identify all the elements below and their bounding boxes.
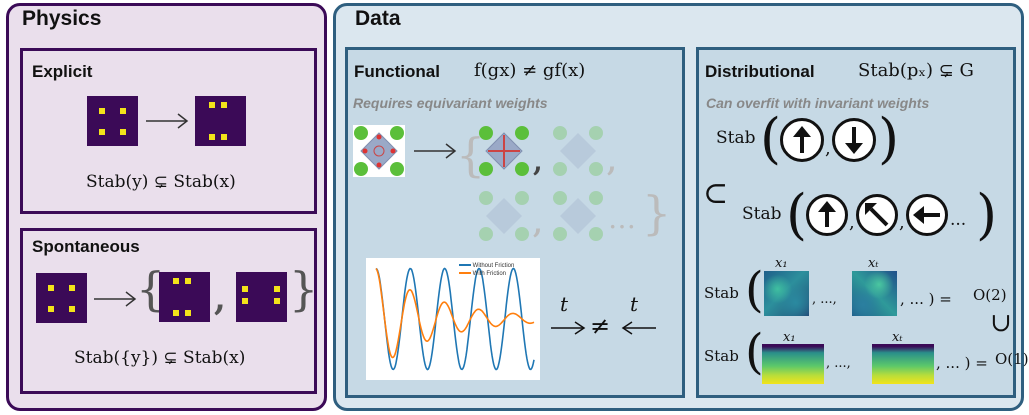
not-equal-sign: ≠ bbox=[590, 312, 611, 340]
spontaneous-arrow bbox=[94, 291, 137, 307]
comma-ellipsis-row3: , ..., bbox=[812, 292, 837, 307]
label-xt-row3: xₜ bbox=[868, 256, 879, 271]
functional-title: Functional bbox=[354, 62, 440, 81]
stab-label-3: Stab bbox=[704, 284, 739, 302]
stab-label-4: Stab bbox=[704, 347, 739, 365]
explicit-square-before bbox=[87, 96, 138, 146]
forward-arrow bbox=[551, 321, 586, 335]
crystal-structure-faded-1 bbox=[552, 125, 604, 177]
functional-comma-3: , bbox=[533, 207, 543, 240]
crystal-structure-faded-3 bbox=[552, 190, 604, 242]
functional-brace-right: } bbox=[642, 186, 672, 240]
paren-open-3: ( bbox=[745, 262, 764, 318]
comma-ellipsis-row4: , ..., bbox=[826, 356, 851, 371]
ellipsis-row-2: ... bbox=[950, 210, 967, 230]
comma-2: , bbox=[849, 212, 855, 233]
o2-label: O(2) bbox=[973, 286, 1007, 304]
functional-arrow bbox=[414, 143, 457, 159]
crystal-structure-faded-2 bbox=[478, 190, 530, 242]
paren-close-2: ) bbox=[976, 183, 998, 246]
turbulence-field-x1 bbox=[764, 271, 809, 316]
label-x1-row3: x₁ bbox=[775, 256, 788, 271]
left-arrow-icon bbox=[906, 194, 948, 236]
functional-comma-1: , bbox=[533, 145, 543, 178]
spontaneous-box bbox=[20, 228, 317, 394]
legend-with-friction: With Friction bbox=[472, 271, 507, 277]
channel-field-xt bbox=[872, 344, 934, 384]
spontaneous-square-b bbox=[236, 272, 287, 322]
functional-equation: f(gx) ≠ gf(x) bbox=[474, 60, 586, 81]
spontaneous-comma: , bbox=[214, 279, 226, 319]
paren-open-1: ( bbox=[760, 107, 782, 170]
stab-label-1: Stab bbox=[716, 128, 756, 148]
spontaneous-title: Spontaneous bbox=[32, 237, 140, 256]
physics-panel bbox=[6, 3, 327, 411]
turbulence-field-xt bbox=[852, 271, 897, 316]
functional-ellipsis: … bbox=[608, 202, 636, 235]
diagonal-arrow-icon bbox=[856, 194, 898, 236]
down-arrow-icon bbox=[832, 118, 876, 162]
up-arrow-icon bbox=[780, 118, 824, 162]
superset-symbol: ∪ bbox=[990, 308, 1012, 338]
physics-title: Physics bbox=[22, 7, 102, 30]
time-symbol-left: t bbox=[560, 292, 569, 316]
paren-open-2: ( bbox=[786, 183, 808, 246]
explicit-box bbox=[20, 48, 317, 214]
crystal-structure-distorted bbox=[478, 125, 530, 177]
distributional-box bbox=[696, 47, 1016, 398]
paren-close-1: ) bbox=[878, 107, 900, 170]
stab-label-2: Stab bbox=[742, 204, 782, 224]
data-title: Data bbox=[355, 7, 401, 30]
spontaneous-square-before bbox=[36, 273, 87, 323]
spontaneous-square-a bbox=[159, 272, 210, 322]
explicit-equation: Stab(y) ⊊ Stab(x) bbox=[86, 172, 236, 192]
distributional-title: Distributional bbox=[705, 62, 815, 81]
label-x1-row4: x₁ bbox=[783, 330, 796, 345]
comma-3: , bbox=[899, 212, 905, 233]
comma-dots-row4: , ... ) = bbox=[936, 354, 988, 372]
backward-arrow bbox=[621, 321, 656, 335]
functional-subtitle: Requires equivariant weights bbox=[353, 95, 548, 111]
legend-without-friction: Without Friction bbox=[472, 263, 515, 269]
spontaneous-equation: Stab({y}) ⊊ Stab(x) bbox=[74, 348, 246, 368]
oscillation-chart: Without Friction With Friction bbox=[366, 258, 540, 380]
explicit-square-after bbox=[195, 96, 246, 146]
explicit-title: Explicit bbox=[32, 62, 93, 81]
series-line-1 bbox=[375, 267, 535, 371]
series-line-2 bbox=[375, 268, 535, 359]
comma-dots-row3: , ... ) = bbox=[900, 290, 952, 308]
channel-field-x1 bbox=[762, 344, 824, 384]
time-symbol-right: t bbox=[630, 292, 639, 316]
explicit-arrow bbox=[146, 113, 189, 129]
paren-open-4: ( bbox=[745, 324, 764, 380]
subset-symbol: ⊂ bbox=[703, 176, 729, 211]
up-arrow-icon-2 bbox=[806, 194, 848, 236]
distributional-equation: Stab(pₓ) ⊊ G bbox=[858, 60, 974, 81]
distributional-subtitle: Can overfit with invariant weights bbox=[706, 95, 930, 111]
crystal-structure-original bbox=[353, 125, 405, 177]
functional-comma-2: , bbox=[607, 145, 617, 178]
spontaneous-brace-right: } bbox=[289, 262, 319, 316]
o1-label: O(1) bbox=[995, 350, 1029, 368]
label-xt-row4: xₜ bbox=[892, 330, 903, 345]
comma-1: , bbox=[825, 138, 831, 159]
